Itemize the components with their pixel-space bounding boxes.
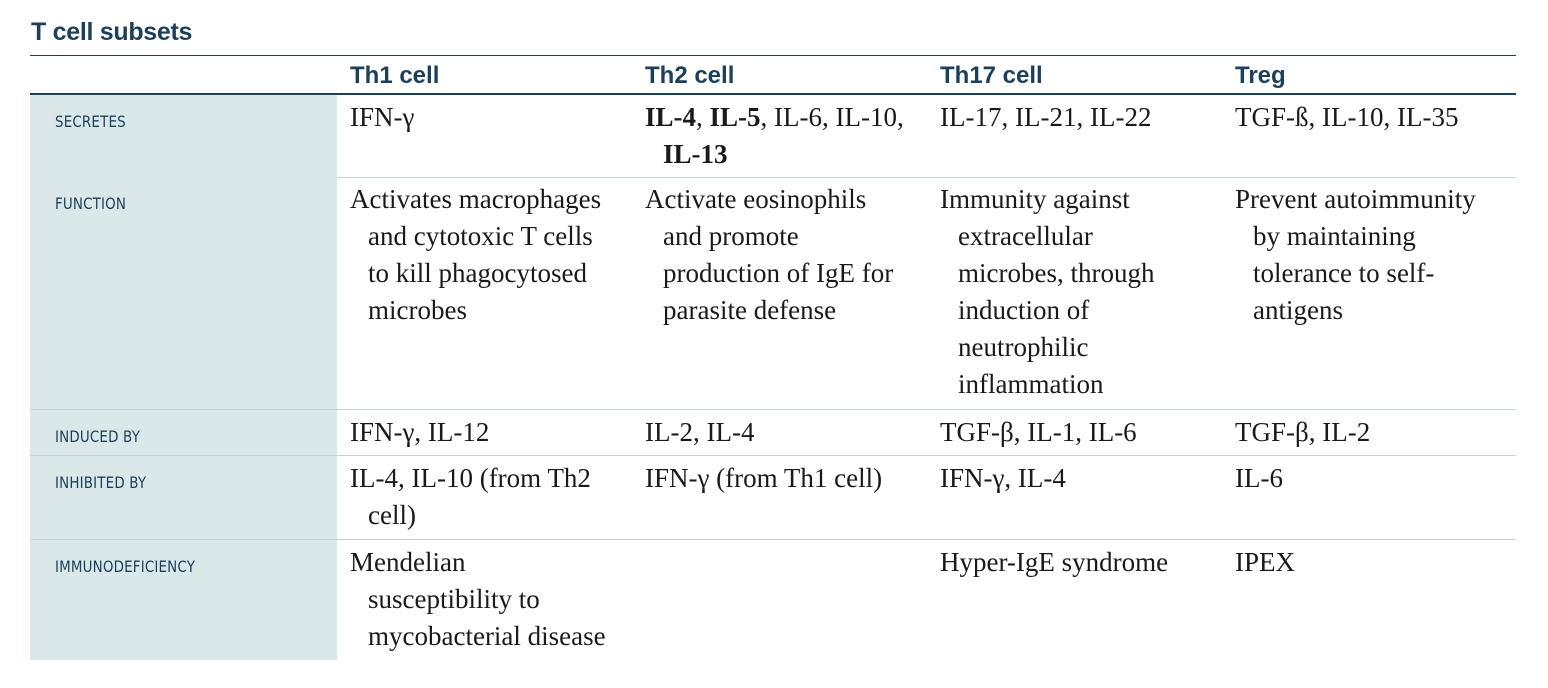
cell-function-treg: Prevent autoimmunity by maintaining tolera… [1235,181,1515,329]
cell-line: antigens [1253,295,1343,325]
cell-line: induction of [958,295,1090,325]
cell-line: Activate eosinophils [645,184,867,214]
cell-line: Mendelian [350,547,466,577]
cell-line: parasite defense [663,295,837,325]
cell-line: by maintaining [1253,221,1416,251]
row-label-inhibited-by: INHIBITED BY [55,473,147,492]
cell-line: IL-4, IL-5, IL-6, IL-10, [645,102,904,132]
cell-line: TGF-β, IL-1, IL-6 [940,417,1137,447]
cell-induced-by-treg: TGF-β, IL-2 [1235,414,1515,451]
row-label-function: FUNCTION [55,194,127,213]
cell-inhibited-by-th1: IL-4, IL-10 (from Th2 cell) [350,460,630,534]
cell-immunodeficiency-th1: Mendelian susceptibility to mycobacterial … [350,544,630,655]
cell-induced-by-th2: IL-2, IL-4 [645,414,925,451]
cell-line: extracellular [958,221,1093,251]
cell-line: TGF-ß, IL-10, IL-35 [1235,102,1459,132]
row-separator [30,539,1516,540]
cell-function-th1: Activates macrophages and cytotoxic T cel… [350,181,630,329]
cell-line: IL-17, IL-21, IL-22 [940,102,1152,132]
title-rule [30,55,1516,56]
cell-line: cell) [368,500,416,530]
cell-line: Hyper-IgE syndrome [940,547,1169,577]
header-rule [30,93,1516,95]
column-header-treg: Treg [1235,62,1286,89]
row-separator [30,455,1516,456]
cell-line: to kill phagocytosed [368,258,587,288]
cell-line: susceptibility to [368,584,540,614]
cell-line: neutrophilic [958,332,1089,362]
cell-line: tolerance to self- [1253,258,1435,288]
row-label-immunodeficiency: IMMUNODEFICIENCY [55,557,196,576]
row-label-cell-inhibited-by [30,456,337,539]
cell-induced-by-th17: TGF-β, IL-1, IL-6 [940,414,1220,451]
row-separator [30,177,1516,178]
cell-line: and cytotoxic T cells [368,221,593,251]
row-label-cell-induced-by [30,410,337,455]
cell-line: IFN-γ, IL-12 [350,417,490,447]
cell-function-th2: Activate eosinophils and promote productio… [645,181,925,329]
cell-line: microbes [368,295,467,325]
cell-line: and promote [663,221,799,251]
cell-immunodeficiency-treg: IPEX [1235,544,1515,581]
cell-line: Immunity against [940,184,1130,214]
cell-secretes-th17: IL-17, IL-21, IL-22 [940,99,1220,136]
column-header-th2: Th2 cell [645,62,735,89]
column-header-th17: Th17 cell [940,62,1043,89]
column-header-th1: Th1 cell [350,62,440,89]
cell-secretes-treg: TGF-ß, IL-10, IL-35 [1235,99,1515,136]
cell-line: TGF-β, IL-2 [1235,417,1371,447]
row-separator [30,409,1516,410]
row-label-induced-by: INDUCED BY [55,427,141,446]
cell-inhibited-by-th17: IFN-γ, IL-4 [940,460,1220,497]
cell-line: IL-6 [1235,463,1283,493]
cell-line: Activates macrophages [350,184,602,214]
cell-inhibited-by-th2: IFN-γ (from Th1 cell) [645,460,925,497]
row-label-secretes: SECRETES [55,112,126,131]
row-label-cell-function [30,177,337,409]
cell-line: IFN-γ [350,102,415,132]
cell-immunodeficiency-th17: Hyper-IgE syndrome [940,544,1220,581]
cell-secretes-th2: IL-4, IL-5, IL-6, IL-10, IL-13 [645,99,925,173]
cell-line: IL-13 [663,139,728,169]
cell-line: production of IgE for [663,258,894,288]
cell-line: IL-2, IL-4 [645,417,755,447]
page-title: T cell subsets [31,18,193,46]
cell-line: mycobacterial disease [368,621,606,651]
cell-function-th17: Immunity against extracellular microbes, t… [940,181,1220,403]
cell-line: IFN-γ, IL-4 [940,463,1066,493]
cell-line: IPEX [1235,547,1295,577]
cell-line: Prevent autoimmunity [1235,184,1476,214]
row-label-cell-secretes [30,95,337,177]
cell-line: microbes, through [958,258,1155,288]
cell-line: IL-4, IL-10 (from Th2 [350,463,591,493]
cell-induced-by-th1: IFN-γ, IL-12 [350,414,630,451]
cell-line: IFN-γ (from Th1 cell) [645,463,883,493]
row-label-cell-immunodeficiency [30,540,337,660]
cell-secretes-th1: IFN-γ [350,99,630,136]
cell-line: inflammation [958,369,1104,399]
cell-inhibited-by-treg: IL-6 [1235,460,1515,497]
